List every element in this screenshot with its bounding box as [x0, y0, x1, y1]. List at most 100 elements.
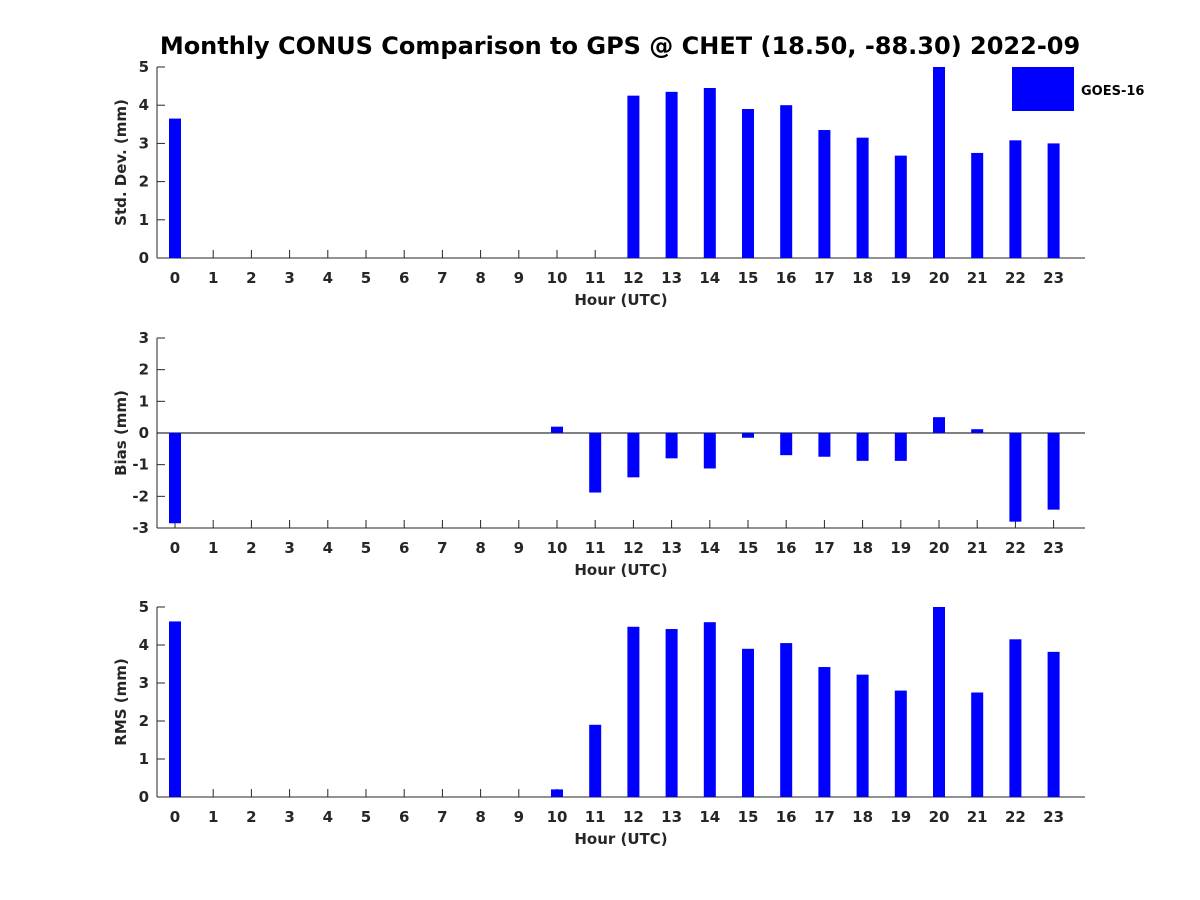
x-tick-label: 22 [1005, 269, 1026, 287]
x-tick-label: 22 [1005, 539, 1026, 557]
x-tick-label: 23 [1043, 808, 1064, 826]
x-tick-label: 10 [547, 539, 568, 557]
x-tick-label: 21 [967, 808, 988, 826]
x-tick-label: 5 [361, 539, 371, 557]
bar-hour-21 [971, 152, 984, 258]
bar-hour-13 [665, 433, 678, 459]
bar-hour-11 [589, 433, 602, 493]
y-axis-label: Bias (mm) [112, 390, 130, 476]
y-tick-label: 1 [139, 211, 149, 229]
x-tick-label: 9 [514, 808, 524, 826]
x-tick-label: 9 [514, 269, 524, 287]
x-tick-label: 3 [284, 808, 294, 826]
bar-hour-10 [551, 789, 563, 797]
x-tick-label: 23 [1043, 269, 1064, 287]
bar-hour-23 [1047, 651, 1060, 797]
x-tick-label: 14 [699, 269, 720, 287]
x-tick-label: 20 [929, 269, 950, 287]
bar-hour-21 [971, 429, 984, 433]
x-tick-label: 0 [170, 808, 180, 826]
x-tick-label: 11 [585, 808, 606, 826]
bar-hour-12 [627, 626, 640, 797]
y-tick-label: 0 [139, 249, 149, 267]
x-tick-label: 0 [170, 269, 180, 287]
x-tick-label: 12 [623, 269, 644, 287]
y-tick-label: 3 [139, 674, 149, 692]
x-tick-label: 14 [699, 539, 720, 557]
x-tick-label: 16 [776, 269, 797, 287]
x-tick-label: 18 [852, 539, 873, 557]
x-tick-label: 7 [437, 808, 447, 826]
x-tick-label: 12 [623, 539, 644, 557]
bar-hour-17 [818, 130, 831, 258]
legend-swatch [1012, 67, 1074, 111]
x-tick-label: 17 [814, 539, 835, 557]
y-tick-label: 1 [139, 392, 149, 410]
bar-hour-0 [169, 433, 181, 524]
x-tick-label: 11 [585, 269, 606, 287]
x-tick-label: 2 [246, 808, 256, 826]
x-tick-label: 20 [929, 539, 950, 557]
x-tick-label: 0 [170, 539, 180, 557]
bar-hour-0 [169, 118, 181, 258]
x-tick-label: 8 [475, 539, 485, 557]
chart-title: Monthly CONUS Comparison to GPS @ CHET (… [160, 32, 1080, 60]
y-tick-label: 3 [139, 329, 149, 347]
bar-hour-18 [856, 674, 869, 797]
x-tick-label: 13 [661, 269, 682, 287]
bar-hour-16 [780, 643, 793, 797]
bar-hour-15 [742, 648, 754, 797]
bar-hour-16 [780, 105, 793, 258]
y-tick-label: 2 [139, 173, 149, 191]
x-tick-label: 13 [661, 539, 682, 557]
bar-hour-23 [1047, 143, 1060, 258]
y-tick-label: 4 [139, 96, 149, 114]
x-tick-label: 18 [852, 269, 873, 287]
x-tick-label: 16 [776, 539, 797, 557]
y-tick-label: 4 [139, 636, 149, 654]
x-tick-label: 22 [1005, 808, 1026, 826]
x-tick-label: 17 [814, 269, 835, 287]
x-tick-label: 9 [514, 539, 524, 557]
x-tick-label: 1 [208, 269, 218, 287]
x-tick-label: 20 [929, 808, 950, 826]
y-axis-label: RMS (mm) [112, 658, 130, 745]
bar-hour-17 [818, 667, 831, 797]
x-axis-label: Hour (UTC) [574, 291, 667, 309]
x-tick-label: 17 [814, 808, 835, 826]
x-tick-label: 10 [547, 269, 568, 287]
y-tick-label: 1 [139, 750, 149, 768]
bar-hour-21 [971, 692, 984, 797]
x-tick-label: 12 [623, 808, 644, 826]
y-tick-label: 0 [139, 788, 149, 806]
bar-hour-10 [551, 426, 563, 433]
x-tick-label: 13 [661, 808, 682, 826]
chart-legend: GOES-16 [1012, 67, 1144, 111]
x-axis-label: Hour (UTC) [574, 830, 667, 848]
bar-hour-19 [894, 433, 907, 461]
x-tick-label: 14 [699, 808, 720, 826]
x-tick-label: 19 [890, 269, 911, 287]
x-tick-label: 2 [246, 269, 256, 287]
y-tick-label: 5 [139, 58, 149, 76]
x-tick-label: 11 [585, 539, 606, 557]
bar-hour-19 [894, 155, 907, 258]
x-tick-label: 3 [284, 539, 294, 557]
x-tick-label: 7 [437, 539, 447, 557]
bar-hour-12 [627, 95, 640, 259]
x-axis-label: Hour (UTC) [574, 561, 667, 579]
y-tick-label: -1 [132, 456, 149, 474]
y-tick-label: 2 [139, 712, 149, 730]
x-tick-label: 15 [738, 269, 759, 287]
bar-hour-15 [742, 433, 754, 438]
bar-hour-17 [818, 433, 831, 457]
bar-hour-12 [627, 433, 640, 478]
x-tick-label: 10 [547, 808, 568, 826]
y-tick-label: 0 [139, 424, 149, 442]
bar-hour-0 [169, 621, 181, 797]
